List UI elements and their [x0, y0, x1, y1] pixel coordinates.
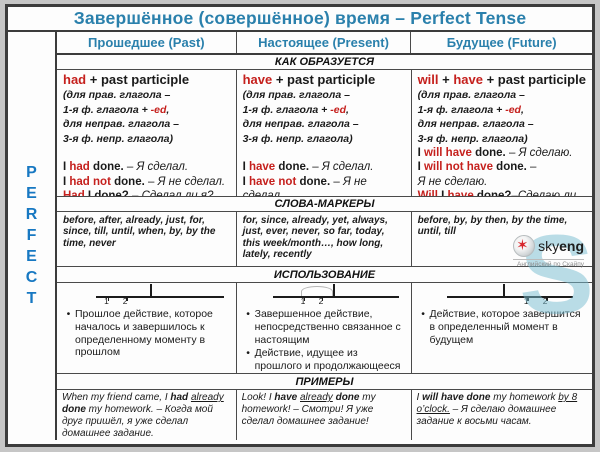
usage-past-cell: 1 2 • Прошлое действие, которое началось …: [57, 283, 237, 373]
formation-present-cell: have + past participle (для прав. глагола…: [237, 70, 412, 196]
column-header-row: Прошедшее (Past) Настоящее (Present) Буд…: [57, 32, 592, 55]
table-content: Прошедшее (Past) Настоящее (Present) Буд…: [57, 32, 592, 440]
page-title: Завершённое (совершённое) время – Perfec…: [8, 7, 592, 32]
usage-future-cell: 1 2 • Действие, которое завершится в опре…: [412, 283, 592, 373]
timeline-label-2: 2: [542, 296, 548, 306]
timeline-axis: [272, 296, 399, 298]
column-header-present: Настоящее (Present): [237, 32, 412, 53]
timeline-present-diagram: 1 2: [242, 284, 406, 308]
timeline-label-2: 2: [318, 296, 324, 306]
timeline-axis: [95, 296, 224, 298]
band-examples: ПРИМЕРЫ: [57, 374, 592, 390]
timeline-label-1: 1: [300, 296, 306, 306]
markers-future-cell: before, by, by then, by the time, until,…: [417, 215, 568, 238]
timeline-past-diagram: 1 2: [62, 284, 231, 308]
usage-future-bullets: • Действие, которое завершится в определе…: [421, 308, 581, 346]
examples-future-cell: I will have done my homework by 8 o’cloc…: [416, 392, 578, 427]
perfect-tense-table: Завершённое (совершённое) время – Perfec…: [5, 4, 595, 447]
timeline-label-1: 1: [523, 296, 529, 306]
column-header-future: Будущее (Future): [446, 35, 557, 50]
examples-row: When my friend came, I had already done …: [57, 390, 592, 440]
timeline-future-diagram: 1 2: [417, 284, 587, 308]
usage-present-cell: 1 2 • Завершенное действие, непосредствен…: [237, 283, 412, 373]
markers-past-cell: before, after, already, just, for, since…: [57, 212, 237, 266]
markers-row: before, after, already, just, for, since…: [57, 212, 592, 267]
band-markers: СЛОВА-МАРКЕРЫ: [57, 197, 592, 212]
examples-past-cell: When my friend came, I had already done …: [57, 390, 237, 440]
timeline-axis: [447, 296, 574, 298]
formation-row: had + past participle (для прав. глагола …: [57, 70, 592, 197]
formation-past-cell: had + past participle (для прав. глагола …: [57, 70, 237, 196]
column-header-past: Прошедшее (Past): [57, 32, 237, 53]
examples-present-cell: Look! I have already done my homework! –…: [237, 390, 412, 440]
band-formation: КАК ОБРАЗУЕТСЯ: [57, 55, 592, 70]
timeline-label-2: 2: [122, 296, 128, 306]
usage-past-bullets: • Прошлое действие, которое началось и за…: [66, 308, 213, 359]
usage-row: 1 2 • Прошлое действие, которое началось …: [57, 283, 592, 374]
timeline-now-marker: [149, 284, 152, 297]
usage-present-bullets: • Завершенное действие, непосредственно с…: [246, 308, 401, 373]
timeline-now-marker: [333, 284, 336, 297]
markers-present-cell: for, since, already, yet, always, just, …: [237, 212, 412, 266]
timeline-now-marker: [503, 284, 506, 297]
timeline-label-1: 1: [104, 296, 109, 306]
timeline-arc: [300, 286, 334, 297]
band-usage: ИСПОЛЬЗОВАНИЕ: [57, 267, 592, 283]
formation-future-cell: will + have + past participle (для прав. …: [417, 72, 586, 196]
